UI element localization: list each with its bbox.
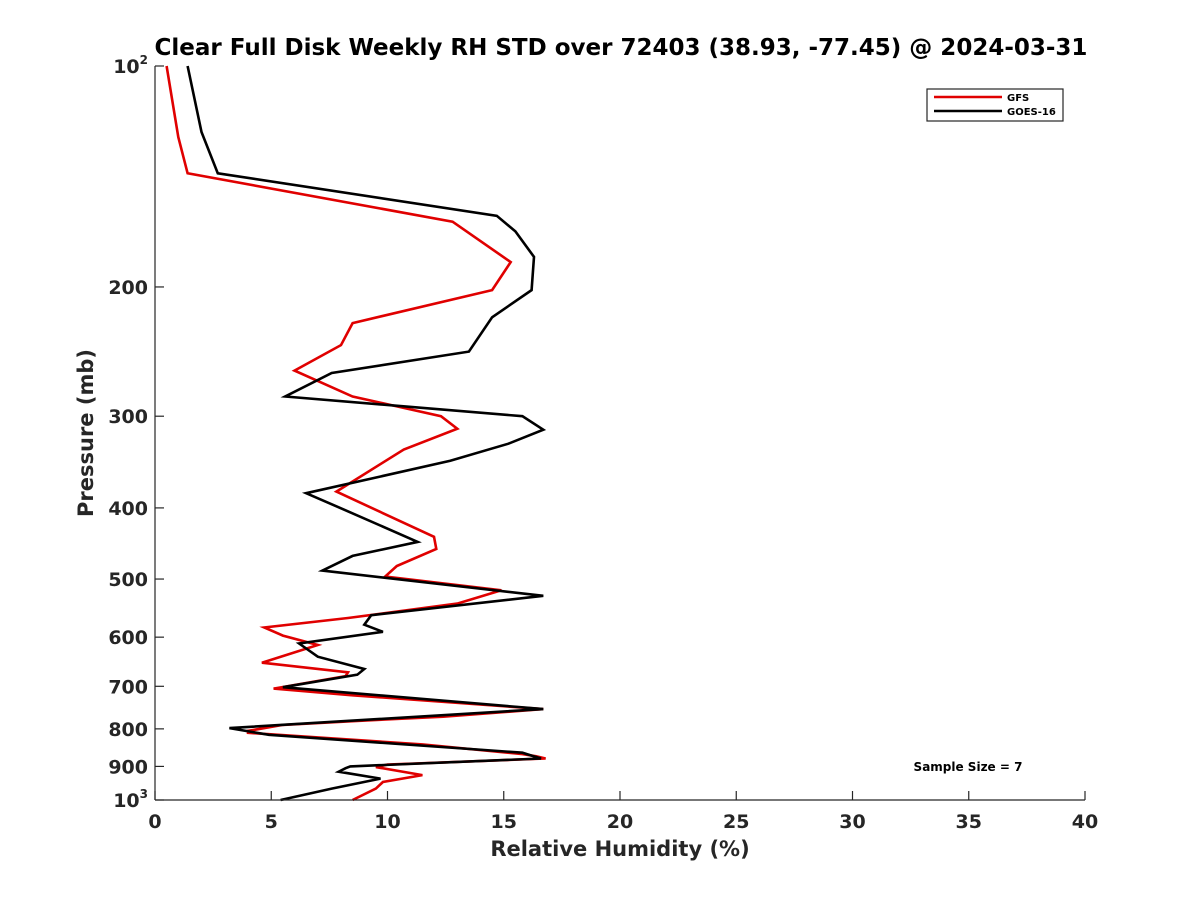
series-line-goes-16	[186, 65, 547, 802]
x-tick-label: 0	[148, 811, 161, 833]
sample-size-annotation: Sample Size = 7	[914, 760, 1023, 774]
chart-title: Clear Full Disk Weekly RH STD over 72403…	[155, 35, 1088, 61]
x-tick-label: 35	[956, 811, 982, 833]
y-tick-label: 900	[108, 756, 148, 778]
y-ticks: 102 200 300 400 500 600 700 800 900 103	[108, 53, 164, 812]
y-tick-label: 700	[108, 676, 148, 698]
x-tick-label: 25	[723, 811, 749, 833]
x-axis-label: Relative Humidity (%)	[490, 837, 749, 861]
y-tick-label: 800	[108, 719, 148, 741]
y-tick-label: 102	[113, 53, 148, 78]
x-tick-label: 20	[607, 811, 633, 833]
y-tick-label: 500	[108, 569, 148, 591]
x-tick-label: 40	[1072, 811, 1098, 833]
x-tick-label: 10	[374, 811, 400, 833]
y-axis-label: Pressure (mb)	[74, 349, 98, 517]
legend-label-gfs: GFS	[1007, 93, 1029, 104]
series-layer	[165, 65, 547, 802]
y-tick-label: 300	[108, 406, 148, 428]
y-tick-label: 600	[108, 627, 148, 649]
legend-label-goes-16: GOES-16	[1007, 107, 1056, 118]
x-tick-label: 5	[265, 811, 278, 833]
y-tick-label: 103	[113, 787, 148, 812]
y-tick-label: 200	[108, 277, 148, 299]
x-tick-label: 30	[839, 811, 865, 833]
y-tick-label: 400	[108, 498, 148, 520]
x-tick-label: 15	[491, 811, 517, 833]
x-ticks: 0 5 10 15 20 25 30 35 40	[148, 791, 1098, 833]
legend: GFS GOES-16	[926, 88, 1064, 122]
legend-box	[926, 88, 1064, 122]
